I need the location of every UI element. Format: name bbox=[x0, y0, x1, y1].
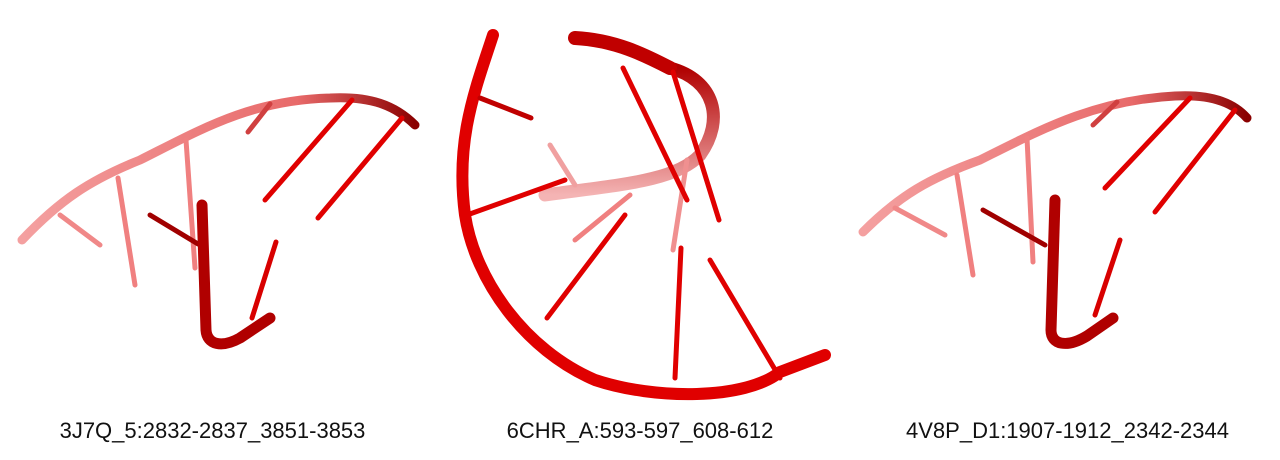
structure-label-3: 4V8P_D1:1907-1912_2342-2344 bbox=[906, 418, 1229, 443]
structure-label-2: 6CHR_A:593-597_608-612 bbox=[506, 418, 774, 443]
rna-structure-render-1 bbox=[17, 93, 420, 350]
structure-panel-3: 4V8P_D1:1907-1912_2342-2344 bbox=[855, 0, 1280, 460]
structure-panel-1: 3J7Q_5:2832-2837_3851-3853 bbox=[0, 0, 425, 460]
structure-label-1: 3J7Q_5:2832-2837_3851-3853 bbox=[59, 418, 366, 443]
rna-structure-render-2 bbox=[456, 29, 831, 401]
structure-panel-2: 6CHR_A:593-597_608-612 bbox=[425, 0, 855, 460]
rna-structure-render-3 bbox=[858, 91, 1252, 349]
